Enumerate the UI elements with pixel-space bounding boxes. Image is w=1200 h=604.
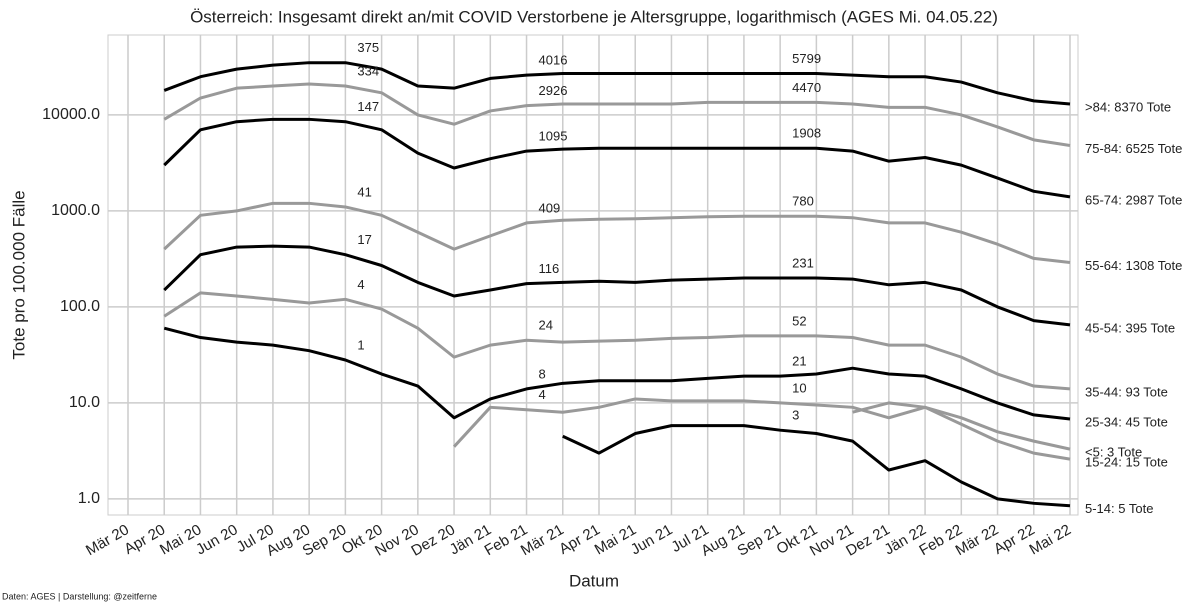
death-count-label: 2926 xyxy=(539,83,568,98)
series-label: 55-64: 1308 Tote xyxy=(1085,258,1182,273)
series-label: 25-34: 45 Tote xyxy=(1085,414,1168,429)
plot-frame xyxy=(107,34,1079,516)
x-axis-label: Datum xyxy=(569,571,619,590)
x-tick-label: Jun 21 xyxy=(628,521,676,558)
death-count-label: 3 xyxy=(792,408,799,423)
death-count-label: 1 xyxy=(357,337,364,352)
chart-title: Österreich: Insgesamt direkt an/mit COVI… xyxy=(190,7,998,26)
y-tick-label: 10.0 xyxy=(69,394,100,411)
series-label: 45-54: 395 Tote xyxy=(1085,320,1175,335)
death-count-label: 10 xyxy=(792,380,806,395)
death-count-label: 409 xyxy=(539,200,561,215)
series-line xyxy=(163,244,1071,327)
series-label: <5: 3 Tote xyxy=(1085,445,1142,460)
death-count-label: 8 xyxy=(539,366,546,381)
series-line xyxy=(562,424,1071,508)
series-label: 5-14: 5 Tote xyxy=(1085,501,1153,516)
series-label: 35-44: 93 Tote xyxy=(1085,384,1168,399)
death-count-label: 1908 xyxy=(792,126,821,141)
death-count-label: 52 xyxy=(792,313,806,328)
series-line xyxy=(163,61,1071,106)
death-count-label: 4470 xyxy=(792,80,821,95)
death-count-label: 334 xyxy=(357,63,379,78)
series-line xyxy=(163,82,1071,148)
death-count-label: 231 xyxy=(792,255,814,270)
death-count-label: 24 xyxy=(539,318,553,333)
death-count-label: 4016 xyxy=(539,53,568,68)
series-line xyxy=(852,401,1071,451)
death-count-label: 17 xyxy=(357,232,371,247)
x-tick-label: Jun 20 xyxy=(193,521,241,558)
death-count-label: 21 xyxy=(792,354,806,369)
series-label: 75-84: 6525 Tote xyxy=(1085,141,1182,156)
death-count-label: 1095 xyxy=(539,129,568,144)
series-label: 65-74: 2987 Tote xyxy=(1085,192,1182,207)
death-count-label: 41 xyxy=(357,184,371,199)
series-line xyxy=(163,117,1071,199)
y-tick-label: 100.0 xyxy=(60,298,100,315)
series-line xyxy=(452,397,1071,461)
footer: Daten: AGES | Darstellung: @zeitferne xyxy=(2,591,157,601)
series-label: >84: 8370 Tote xyxy=(1085,99,1171,114)
series-line xyxy=(163,326,1071,421)
series-line xyxy=(163,201,1071,265)
series-line xyxy=(163,291,1071,391)
death-count-label: 5799 xyxy=(792,51,821,66)
death-count-label: 4 xyxy=(539,387,546,402)
y-tick-label: 1000.0 xyxy=(51,202,100,219)
death-count-label: 147 xyxy=(357,99,379,114)
death-count-label: 116 xyxy=(539,261,560,276)
death-count-label: 780 xyxy=(792,194,814,209)
death-count-label: 4 xyxy=(357,277,364,292)
series-label: 15-24: 15 Tote xyxy=(1085,455,1168,470)
x-tick-label: Mär 20 xyxy=(83,521,132,559)
x-tick-label: Mai 22 xyxy=(1026,521,1073,558)
y-axis-label: Tote pro 100.000 Fälle xyxy=(9,190,28,359)
y-tick-label: 10000.0 xyxy=(42,106,100,123)
y-tick-label: 1.0 xyxy=(78,490,100,507)
death-count-label: 375 xyxy=(357,40,379,55)
